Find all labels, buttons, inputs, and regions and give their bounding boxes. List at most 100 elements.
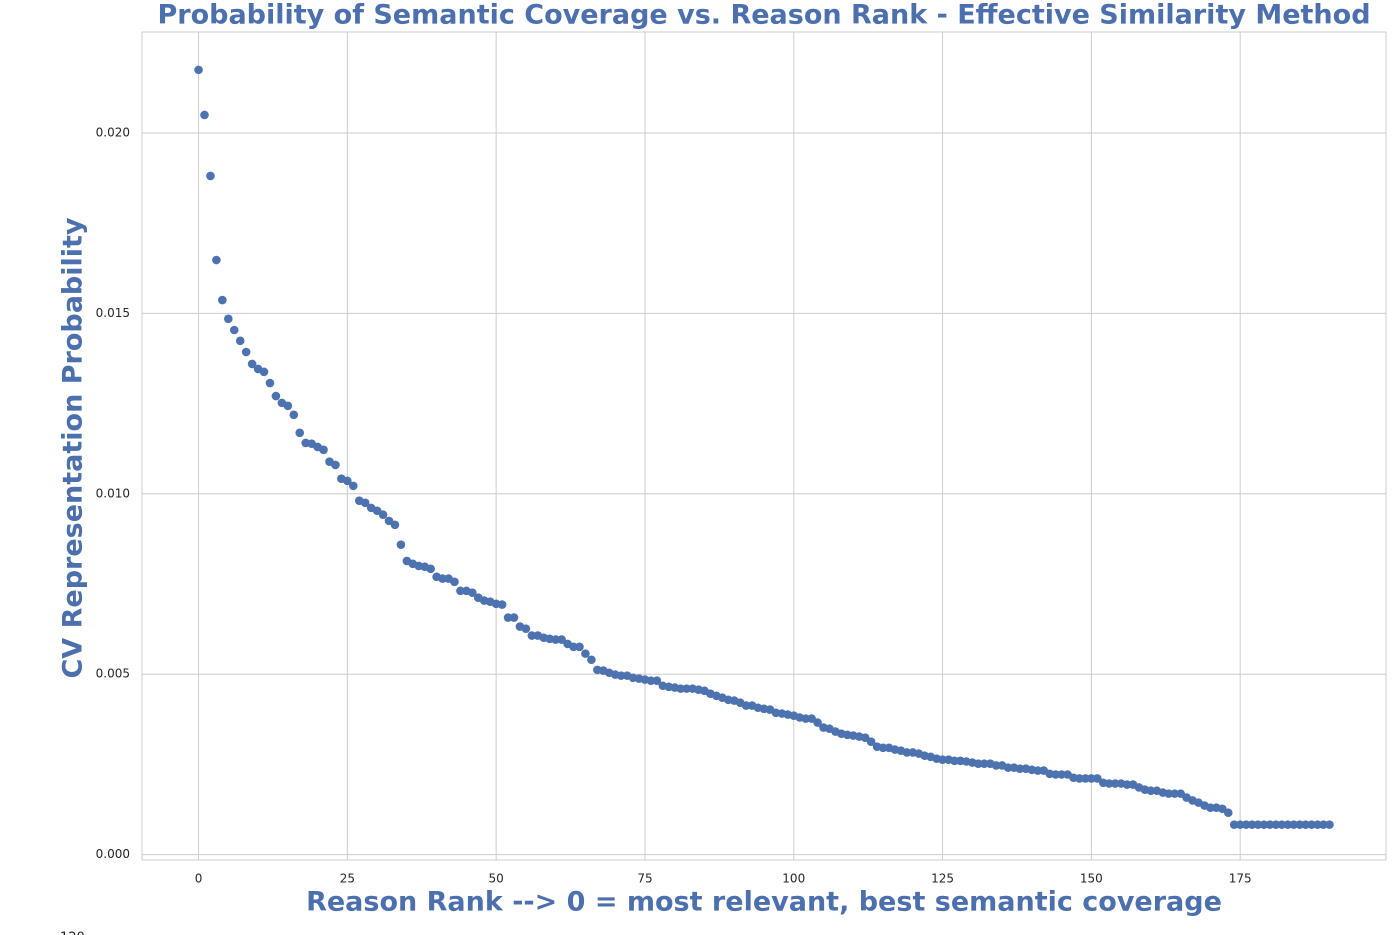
point <box>878 743 888 753</box>
point <box>1247 820 1257 829</box>
point <box>682 684 691 693</box>
point <box>676 684 685 693</box>
point <box>1277 820 1287 829</box>
point <box>1271 820 1281 829</box>
point <box>271 391 281 401</box>
x-tick-label: 25 <box>340 872 355 886</box>
point <box>259 367 269 377</box>
point <box>450 577 459 587</box>
point <box>349 481 358 491</box>
point <box>1081 774 1090 783</box>
point <box>1307 820 1316 829</box>
point <box>938 755 947 765</box>
x-tick-label: 150 <box>1080 872 1103 886</box>
y-tick-label: 0.020 <box>96 126 130 140</box>
point <box>1259 820 1269 829</box>
point <box>1283 820 1293 829</box>
point <box>438 574 447 583</box>
point <box>1033 766 1043 775</box>
point <box>1289 820 1299 829</box>
x-tick-label: 175 <box>1229 872 1252 886</box>
point <box>1295 820 1304 829</box>
point <box>1164 789 1174 798</box>
point <box>378 510 388 520</box>
point <box>1104 779 1114 788</box>
point <box>194 65 203 75</box>
point <box>497 600 507 609</box>
point <box>503 613 513 622</box>
point <box>1319 820 1328 829</box>
point <box>360 498 370 508</box>
point <box>581 649 590 658</box>
point <box>1206 803 1215 812</box>
point <box>390 520 400 530</box>
point <box>247 359 257 369</box>
point <box>235 336 245 346</box>
y-tick-label: 0.000 <box>96 847 130 861</box>
point <box>426 564 435 574</box>
point <box>616 671 626 680</box>
point <box>1051 770 1060 779</box>
point <box>1122 780 1132 789</box>
point <box>295 428 305 438</box>
point <box>801 714 810 723</box>
point <box>1075 774 1084 783</box>
point <box>509 613 519 622</box>
point <box>200 110 209 120</box>
x-axis-label: Reason Rank --> 0 = most relevant, best … <box>306 887 1222 918</box>
point <box>1146 786 1156 796</box>
y-tick-label: 0.005 <box>96 667 130 681</box>
point <box>1057 770 1066 779</box>
point <box>1003 763 1013 772</box>
point <box>973 759 983 768</box>
point <box>1093 774 1102 783</box>
point <box>1235 820 1245 829</box>
point <box>646 676 656 685</box>
point <box>1170 789 1179 798</box>
point <box>206 171 215 181</box>
point <box>343 476 352 486</box>
point <box>1313 820 1322 829</box>
y-axis-label: CV Representation Probability <box>58 217 89 678</box>
point <box>991 761 1001 770</box>
point <box>813 718 822 727</box>
x-tick-label: 100 <box>782 872 805 886</box>
point <box>557 635 566 644</box>
point <box>1087 774 1096 783</box>
point <box>229 325 239 335</box>
point <box>652 676 662 685</box>
point <box>265 378 275 388</box>
point <box>741 701 751 710</box>
point <box>1229 820 1239 829</box>
y-tick-label: 0.010 <box>96 486 130 500</box>
x-tick-label: 125 <box>931 872 954 886</box>
point <box>1253 820 1263 829</box>
point <box>521 624 531 634</box>
point <box>1110 779 1120 788</box>
point <box>319 445 328 455</box>
point <box>1015 764 1025 774</box>
x-tick-label: 75 <box>637 872 652 886</box>
point <box>396 540 406 549</box>
point <box>456 586 465 596</box>
x-tick-label: 0 <box>195 872 203 886</box>
point <box>212 255 221 265</box>
point <box>468 588 477 597</box>
point <box>289 410 299 420</box>
point <box>902 748 912 757</box>
point <box>950 756 959 766</box>
point <box>1301 820 1310 829</box>
y-tick-label: 0.015 <box>96 306 130 320</box>
x-tick-label: 50 <box>489 872 504 886</box>
point <box>1265 820 1275 829</box>
stray-text: 120 <box>60 931 85 935</box>
point <box>224 314 233 324</box>
point <box>527 631 537 640</box>
chart-title: Probability of Semantic Coverage vs. Rea… <box>157 0 1370 31</box>
point <box>979 759 989 768</box>
point <box>551 635 560 644</box>
point <box>241 347 251 357</box>
point <box>569 642 578 652</box>
point <box>1325 820 1334 829</box>
